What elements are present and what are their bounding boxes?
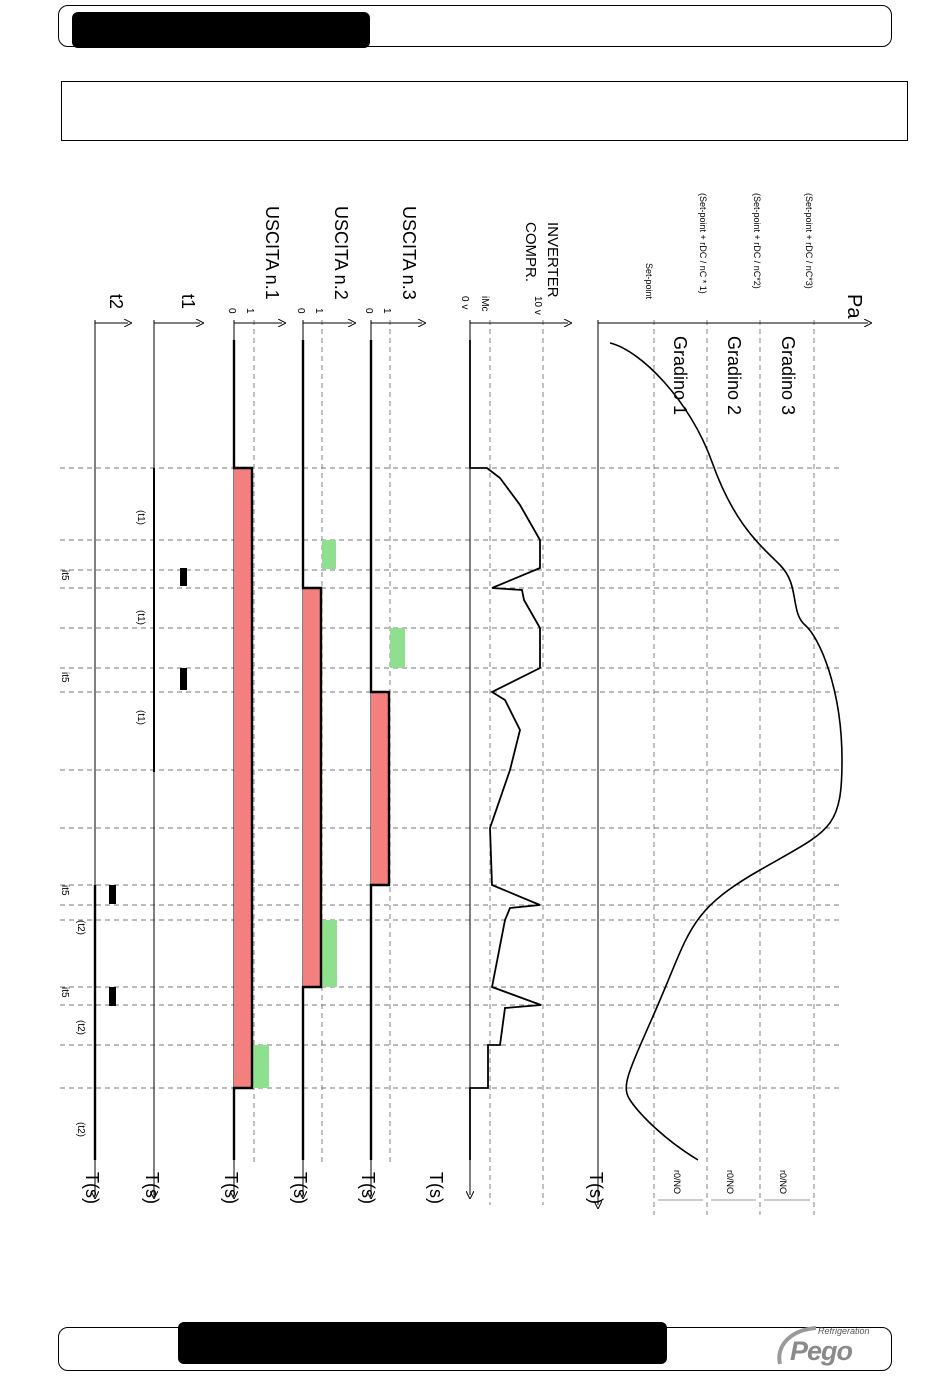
- t1-pulse: [180, 668, 187, 690]
- out3-signal: [369, 340, 391, 1160]
- inverter-imc-label: iMc: [479, 296, 490, 312]
- it5-label: it5: [59, 570, 70, 581]
- header-title: [84, 20, 364, 42]
- t2-label: t2: [106, 294, 126, 309]
- t2-interval-label: (t2): [75, 920, 86, 935]
- step-1-label: Gradino 1: [670, 336, 690, 415]
- logo-wordmark: Pego: [790, 1336, 853, 1366]
- level-one-label: 1: [313, 308, 324, 314]
- out2-delay: [322, 540, 336, 569]
- pressure-axis-label: Pa: [843, 294, 865, 319]
- pressure-curve: [609, 342, 843, 1161]
- header-frame: [58, 5, 892, 47]
- out1-delay: [253, 1045, 269, 1088]
- header-bar: [72, 12, 370, 48]
- time-axis-label: T(s): [82, 1172, 102, 1204]
- level-setpoint-label: Set-point: [644, 263, 654, 300]
- level-zero-label: 0: [226, 308, 237, 314]
- t1-interval-label: (t1): [135, 510, 146, 525]
- level-zero-label: 0: [363, 308, 374, 314]
- level-sp1-label: (Set-point + rDC / nC * 1): [698, 193, 708, 294]
- out2-signal: [301, 340, 323, 1160]
- footer-text: [192, 1332, 652, 1354]
- inverter-label-1: INVERTER: [544, 222, 561, 298]
- time-axis-label: T(s): [586, 1172, 606, 1204]
- step-3-label: Gradino 3: [778, 336, 798, 415]
- time-axis-label: T(s): [426, 1172, 446, 1204]
- t1-interval-label: (t1): [135, 610, 146, 625]
- footer-bar: [178, 1322, 667, 1364]
- title-text: [76, 97, 896, 125]
- time-axis-label: T(s): [221, 1172, 241, 1204]
- level-one-label: 1: [381, 308, 392, 314]
- level-sp2-label: (Set-point + rDC / nC*2): [752, 193, 762, 289]
- timing-diagram: Pa (Set-point + rDC / nC*3) (Set-point + r…: [59, 193, 930, 1215]
- it5-label: it5: [59, 885, 70, 896]
- step-2-label: Gradino 2: [724, 336, 744, 415]
- level-zero-label: 0: [295, 308, 306, 314]
- t2-pulse: [109, 987, 116, 1006]
- inverter-label-2: COMPR.: [522, 222, 539, 282]
- inverter-curve: [469, 340, 542, 1160]
- out3-label: USCITA n.3: [399, 206, 419, 300]
- logo-swoosh: [777, 1326, 817, 1365]
- title-box: [61, 81, 908, 141]
- t1-pulse: [180, 568, 187, 586]
- hysteresis-label: r0/NO: [725, 1170, 735, 1194]
- time-axis-label: T(s): [142, 1172, 162, 1204]
- inverter-0v-label: 0 v: [459, 296, 470, 309]
- t2-interval-label: (t2): [75, 1020, 86, 1035]
- it5-label: it5: [59, 672, 70, 683]
- inverter-10v-label: 10 v: [532, 296, 543, 315]
- out1-on-area: [234, 468, 253, 1088]
- out2-on-area: [303, 588, 322, 987]
- it5-label: it5: [59, 987, 70, 998]
- out2-label: USCITA n.2: [331, 206, 351, 300]
- out2-delay: [322, 920, 337, 987]
- level-one-label: 1: [244, 308, 255, 314]
- out3-on-area: [371, 692, 390, 885]
- out1-label: USCITA n.1: [262, 206, 282, 300]
- time-axis-label: T(s): [358, 1172, 378, 1204]
- hysteresis-label: r0/NO: [778, 1170, 788, 1194]
- logo-subtitle: Refrigeration: [818, 1326, 870, 1336]
- t1-interval-label: (t1): [135, 710, 146, 725]
- t1-label: t1: [178, 294, 198, 309]
- t2-interval-label: (t2): [75, 1122, 86, 1137]
- out3-delay: [390, 628, 405, 668]
- level-sp3-label: (Set-point + rDC / nC*3): [804, 193, 814, 289]
- out1-signal: [232, 340, 254, 1160]
- time-axis-label: T(s): [290, 1172, 310, 1204]
- hysteresis-label: r0/NO: [672, 1170, 682, 1194]
- t2-pulse: [109, 885, 116, 904]
